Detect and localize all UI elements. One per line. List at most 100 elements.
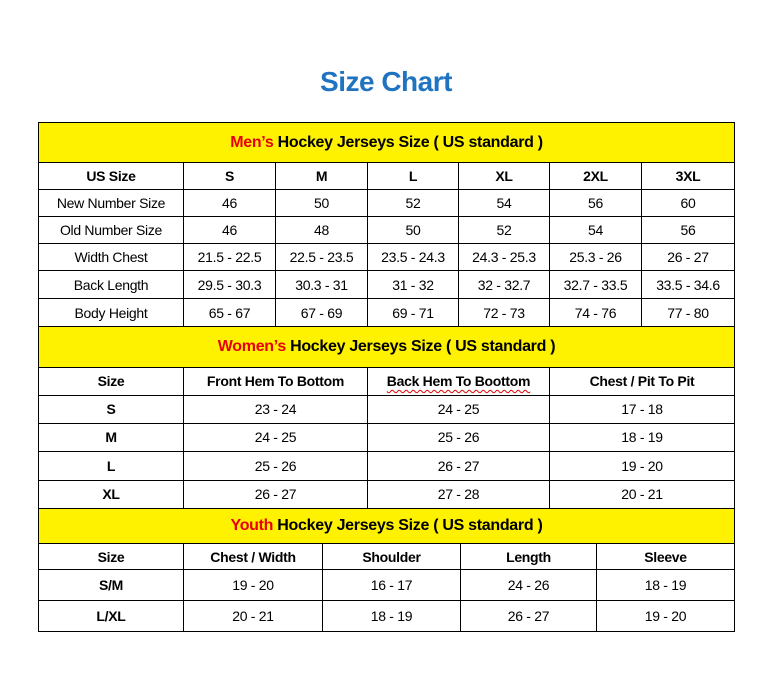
table-cell: 26 - 27 xyxy=(640,243,736,271)
table-cell: 29.5 - 30.3 xyxy=(183,270,276,299)
table-cell: 24 - 26 xyxy=(460,569,597,601)
row-label: L xyxy=(38,451,184,481)
row-label: S xyxy=(38,395,184,424)
table-cell: 33.5 - 34.6 xyxy=(640,270,736,299)
table-cell: 17 - 18 xyxy=(548,395,736,424)
table-row: Width Chest 21.5 - 22.5 22.5 - 23.5 23.5 - … xyxy=(38,243,736,271)
table-cell: 46 xyxy=(183,216,276,244)
column-header: Chest / Width xyxy=(183,543,323,570)
column-header: XL xyxy=(458,162,550,190)
column-header: Size xyxy=(38,543,184,570)
row-label: S/M xyxy=(38,569,184,601)
table-cell: 19 - 20 xyxy=(596,600,735,632)
table-cell: 18 - 19 xyxy=(596,569,735,601)
table-cell: 23.5 - 24.3 xyxy=(367,243,459,271)
table-cell: 25.3 - 26 xyxy=(549,243,642,271)
section-heading-text: Hockey Jerseys Size ( US standard ) xyxy=(285,337,556,355)
table-cell: 50 xyxy=(367,216,459,244)
column-header: L xyxy=(367,162,459,190)
youth-label: Youth xyxy=(230,516,274,534)
row-label: New Number Size xyxy=(38,189,184,217)
table-cell: 25 - 26 xyxy=(183,451,368,481)
table-row: New Number Size 46 50 52 54 56 60 xyxy=(38,189,736,217)
youth-section-heading: Youth Hockey Jerseys Size ( US standard … xyxy=(38,508,735,544)
men-label: Men’s xyxy=(230,133,274,151)
table-cell: 23 - 24 xyxy=(183,395,368,424)
table-row: L 25 - 26 26 - 27 19 - 20 xyxy=(38,451,736,481)
column-header: 2XL xyxy=(549,162,642,190)
table-row: L/XL 20 - 21 18 - 19 26 - 27 19 - 20 xyxy=(38,600,735,632)
row-label: M xyxy=(38,423,184,452)
row-label: Old Number Size xyxy=(38,216,184,244)
row-label: XL xyxy=(38,480,184,509)
table-cell: 56 xyxy=(549,189,642,217)
table-cell: 26 - 27 xyxy=(367,451,550,481)
women-label: Women’s xyxy=(217,337,286,355)
column-header: Chest / Pit To Pit xyxy=(548,367,736,396)
table-cell: 24 - 25 xyxy=(183,423,368,452)
table-cell: 48 xyxy=(275,216,368,244)
table-cell: 65 - 67 xyxy=(183,298,276,327)
women-section-heading: Women’s Hockey Jerseys Size ( US standar… xyxy=(37,327,736,368)
table-cell: 32 - 32.7 xyxy=(458,270,550,299)
page-title: Size Chart xyxy=(320,66,452,97)
row-label: Width Chest xyxy=(38,243,184,271)
table-cell: 50 xyxy=(275,189,368,217)
men-size-table: Men’s Hockey Jerseys Size ( US standard … xyxy=(37,122,736,327)
column-header: Front Hem To Bottom xyxy=(183,367,368,396)
women-size-table: Women’s Hockey Jerseys Size ( US standar… xyxy=(37,327,736,509)
table-cell: 74 - 76 xyxy=(549,298,642,327)
header-text: Back Hem To Boottom xyxy=(386,373,531,389)
section-heading-text: Hockey Jerseys Size ( US standard ) xyxy=(273,516,543,534)
table-cell: 27 - 28 xyxy=(367,480,550,509)
table-cell: 69 - 71 xyxy=(367,298,459,327)
column-header: Sleeve xyxy=(596,543,735,570)
table-cell: 16 - 17 xyxy=(322,569,461,601)
column-header: Shoulder xyxy=(322,543,461,570)
table-row: M 24 - 25 25 - 26 18 - 19 xyxy=(38,423,736,452)
row-label: Back Length xyxy=(38,270,184,299)
table-cell: 60 xyxy=(640,189,736,217)
table-cell: 22.5 - 23.5 xyxy=(275,243,368,271)
table-cell: 54 xyxy=(458,189,550,217)
column-header: M xyxy=(275,162,368,190)
column-header: S xyxy=(183,162,276,190)
column-header: Length xyxy=(460,543,597,570)
table-cell: 18 - 19 xyxy=(322,600,461,632)
table-row: Body Height 65 - 67 67 - 69 69 - 71 72 - 73 7… xyxy=(38,298,736,327)
table-cell: 52 xyxy=(458,216,550,244)
size-chart: Men’s Hockey Jerseys Size ( US standard … xyxy=(37,122,736,632)
table-cell: 18 - 19 xyxy=(548,423,736,452)
youth-size-table: Youth Hockey Jerseys Size ( US standard … xyxy=(38,508,735,632)
section-heading-text: Hockey Jerseys Size ( US standard ) xyxy=(273,133,543,151)
table-cell: 52 xyxy=(367,189,459,217)
table-row: Old Number Size 46 48 50 52 54 56 xyxy=(38,216,736,244)
table-cell: 26 - 27 xyxy=(183,480,368,509)
table-cell: 20 - 21 xyxy=(548,480,736,509)
table-cell: 46 xyxy=(183,189,276,217)
table-cell: 21.5 - 22.5 xyxy=(183,243,276,271)
table-cell: 67 - 69 xyxy=(275,298,368,327)
table-cell: 54 xyxy=(549,216,642,244)
table-cell: 32.7 - 33.5 xyxy=(549,270,642,299)
column-header: US Size xyxy=(38,162,184,190)
column-header: 3XL xyxy=(640,162,736,190)
men-section-heading: Men’s Hockey Jerseys Size ( US standard … xyxy=(37,122,736,163)
table-cell: 20 - 21 xyxy=(183,600,323,632)
table-cell: 24.3 - 25.3 xyxy=(458,243,550,271)
table-row: Back Length 29.5 - 30.3 30.3 - 31 31 - 32 32… xyxy=(38,270,736,299)
column-header: Size xyxy=(38,367,184,396)
table-cell: 77 - 80 xyxy=(640,298,736,327)
table-row: S 23 - 24 24 - 25 17 - 18 xyxy=(38,395,736,424)
row-label: L/XL xyxy=(38,600,184,632)
table-row: S/M 19 - 20 16 - 17 24 - 26 18 - 19 xyxy=(38,569,735,601)
table-cell: 72 - 73 xyxy=(458,298,550,327)
table-cell: 24 - 25 xyxy=(367,395,550,424)
table-cell: 31 - 32 xyxy=(367,270,459,299)
table-row: XL 26 - 27 27 - 28 20 - 21 xyxy=(38,480,736,509)
column-header: Back Hem To Boottom xyxy=(367,367,550,396)
table-cell: 19 - 20 xyxy=(183,569,323,601)
table-cell: 19 - 20 xyxy=(548,451,736,481)
table-cell: 25 - 26 xyxy=(367,423,550,452)
row-label: Body Height xyxy=(38,298,184,327)
